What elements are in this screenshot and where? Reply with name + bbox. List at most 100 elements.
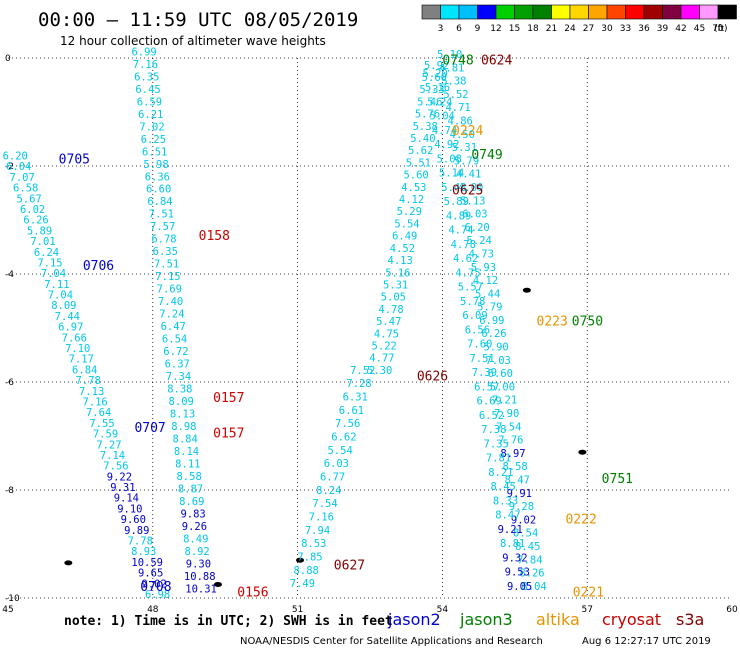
wave-height-label: 4.81 [439,62,464,74]
wave-height-label: 5.22 [372,340,397,352]
wave-height-label: 7.07 [10,172,35,184]
wave-height-label: 5.38 [413,121,438,133]
wave-height-label: 9.02 [511,514,536,526]
wave-height-label: 7.56 [103,461,128,473]
colorbar-label: 36 [638,24,650,34]
wave-height-label: 5.76 [415,109,440,121]
wave-height-label: 7.35 [484,438,509,450]
wave-height-label: 9.65 [138,568,163,580]
wave-height-label: 7.51 [149,209,174,221]
wave-height-label: 9.31 [110,482,135,494]
x-tick-label: 60 [726,605,738,615]
wave-height-label: 9.91 [507,488,532,500]
wave-height-label: 8.09 [169,396,194,408]
colorbar-swatch [551,4,571,20]
wave-height-label: 7.51 [154,259,179,271]
wave-height-label: 5.31 [383,279,408,291]
wave-height-label: 5.54 [394,218,419,230]
wave-height-label: 6.04 [6,161,31,173]
wave-height-label: 7.54 [312,498,337,510]
y-tick-label: -6 [5,378,14,388]
pass-time-label: 0748 [442,54,473,69]
wave-height-label: 9.89 [124,525,149,537]
wave-height-label: 8.93 [131,546,156,558]
wave-height-label: 7.16 [133,59,158,71]
wave-height-label: 7.57 [150,221,175,233]
wave-height-label: 5.00 [490,381,515,393]
wave-height-label: 5.78 [460,296,485,308]
wave-height-label: 5.93 [471,262,496,274]
colorbar-swatch [662,4,682,20]
colorbar-label: 6 [456,24,462,34]
wave-height-label: 7.94 [305,525,330,537]
pass-time-label: 0157 [213,426,244,441]
wave-height-label: 5.38 [441,76,466,88]
pass-time-label: 0627 [334,559,365,574]
wave-height-label: 8.11 [175,459,200,471]
wave-height-label: 8.21 [488,467,513,479]
colorbar-label: 24 [564,24,576,34]
wave-height-label: 7.01 [30,236,55,248]
wave-height-label: 9.53 [505,567,530,579]
wave-height-label: 9.83 [180,509,205,521]
colorbar-swatch [680,4,700,20]
wave-height-label: 6.77 [320,472,345,484]
axis-ticks: 45 48 51 54 57 60 0 -2 -4 -6 -8 -10 [2,54,738,615]
wave-height-label: 5.43 [441,182,466,194]
wave-height-label: 8.33 [493,495,518,507]
footer-note: note: 1) Time is in UTC; 2) SWH is in fe… [64,614,393,629]
wave-height-label: 5.89 [27,225,52,237]
wave-height-label: 7.81 [486,453,511,465]
wave-height-label: 4.13 [388,255,413,267]
wave-height-label: 4.89 [446,210,471,222]
wave-height-label: 5.16 [385,267,410,279]
wave-height-label: 6.26 [23,215,48,227]
wave-height-label: 5.44 [475,288,500,300]
wave-height-label: 5.47 [376,316,401,328]
wave-height-label: 6.84 [147,196,172,208]
pass-time-label: 0750 [572,315,603,330]
wave-height-label: 4.52 [390,243,415,255]
wave-height-label: 9.30 [186,559,211,571]
wave-height-label: 6.84 [72,364,97,376]
wave-height-label: 7.04 [48,290,73,302]
wave-height-label: 5.92 [424,60,449,72]
wave-height-label: 5.62 [408,145,433,157]
wave-height-label: 6.62 [331,432,356,444]
wave-height-label: 5.46 [417,96,442,108]
wave-height-label: 8.92 [184,546,209,558]
wave-height-label: 5.51 [406,157,431,169]
wave-height-label: 6.45 [135,84,160,96]
wave-height-label: 6.99 [479,315,504,327]
wave-height-label: 4.75 [374,328,399,340]
wave-height-label: 5.33 [419,84,444,96]
wave-height-label: 7.15 [37,257,62,269]
wave-height-label: 7.28 [346,378,371,390]
wave-height-label: 8.47 [505,475,530,487]
legend-jason2: jason2 [387,610,441,629]
wave-height-label: 7.40 [158,296,183,308]
colorbar-swatch [717,4,737,20]
wave-height-label: 4.92 [434,139,459,151]
wave-height-label: 8.38 [167,384,192,396]
wave-height-label: 6.24 [34,247,59,259]
wave-height-label: 5.29 [397,206,422,218]
land-blob [213,582,222,587]
pass-time-label: 0751 [602,472,633,487]
legend-s3a: s3a [676,610,704,629]
wave-height-label: 8.47 [495,510,520,522]
wave-height-label: 6.60 [488,368,513,380]
wave-height-label: 8.45 [515,541,540,553]
wave-height-label: 5.24 [467,235,492,247]
colorbar-label: 70 [712,24,724,34]
wave-height-label: 6.52 [479,410,504,422]
wave-height-label: 9.22 [107,471,132,483]
wave-height-label: 5.04 [430,111,455,123]
wave-height-label: 4.12 [473,275,498,287]
pass-time-label: 0706 [83,259,114,274]
wave-height-label: 8.54 [513,528,538,540]
wave-height-label: 6.97 [58,322,83,334]
wave-height-label: 6.47 [161,321,186,333]
colorbar-label: 15 [509,24,520,34]
wave-height-label: 7.69 [157,284,182,296]
